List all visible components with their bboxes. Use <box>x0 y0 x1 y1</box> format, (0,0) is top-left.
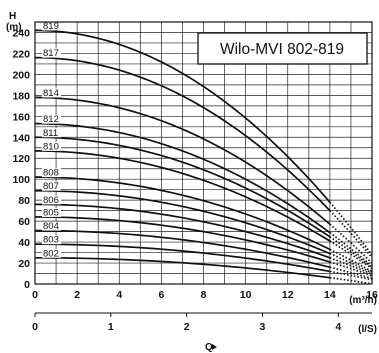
pump-curve-extension <box>329 248 373 273</box>
curve-label-background <box>42 141 61 151</box>
pump-curve-extension <box>329 240 373 270</box>
y-tick-label: 40 <box>18 237 30 249</box>
curve-label-background <box>42 181 61 191</box>
curve-label-805: 805 <box>43 207 59 218</box>
curve-label-812: 812 <box>43 114 59 125</box>
pump-curve-extension <box>329 236 373 268</box>
x-axis-label: Q <box>205 342 213 353</box>
y-tick-label: 120 <box>12 153 30 165</box>
x-tick-label: 12 <box>282 289 294 301</box>
pump-curve <box>34 122 331 234</box>
y-tick-label: 0 <box>24 279 30 291</box>
curve-label-background <box>42 168 61 178</box>
y-tick-label: 200 <box>12 69 30 81</box>
pump-curve <box>34 56 331 212</box>
secondary-x-tick-label: 2 <box>184 321 190 333</box>
y-tick-label: 100 <box>12 174 30 186</box>
x-tick-label: 2 <box>74 289 80 301</box>
curve-label-background <box>42 21 61 31</box>
pump-curve-extension <box>329 270 373 281</box>
curve-label-806: 806 <box>43 195 59 206</box>
curve-label-810: 810 <box>43 141 59 152</box>
pump-curve <box>34 136 331 238</box>
pump-curve <box>34 96 331 225</box>
curve-label-background <box>42 48 61 58</box>
curve-label-817: 817 <box>43 48 59 59</box>
y-tick-label: 240 <box>12 27 30 39</box>
curve-label-background <box>42 128 61 138</box>
pump-curve <box>34 256 330 279</box>
x-tick-label: 0 <box>32 289 38 301</box>
y-tick-label: 80 <box>18 195 30 207</box>
pump-curve <box>34 203 331 259</box>
x-tick-label: 16 <box>366 289 378 301</box>
chart-title: Wilo-MVI 802-819 <box>220 41 344 58</box>
curve-label-808: 808 <box>43 168 59 179</box>
curve-label-background <box>42 88 61 98</box>
curve-label-background <box>42 235 61 245</box>
curve-label-819: 819 <box>43 21 59 32</box>
curve-label-background <box>42 248 61 258</box>
y-axis-label: H <box>9 11 16 22</box>
pump-curve-extension <box>329 223 373 264</box>
y-tick-label: 220 <box>12 48 30 60</box>
secondary-x-tick-label: 3 <box>260 321 266 333</box>
curve-label-802: 802 <box>43 248 59 259</box>
secondary-x-tick-label: 1 <box>108 321 114 333</box>
pump-curve-extension <box>329 276 373 285</box>
x-axis-unit: (m³/h) <box>349 295 377 306</box>
curve-label-807: 807 <box>43 181 59 192</box>
x-axis-secondary-unit: (l/S) <box>358 324 377 335</box>
plot-frame <box>34 21 373 285</box>
curve-label-background <box>42 207 61 217</box>
pump-curve <box>34 29 331 203</box>
x-tick-label: 8 <box>201 289 207 301</box>
curves <box>34 29 373 285</box>
curve-label-814: 814 <box>43 88 59 99</box>
curve-label-background <box>42 114 61 124</box>
title-box <box>197 32 368 65</box>
pump-curve-extension <box>329 201 373 256</box>
x-tick-label: 10 <box>240 289 252 301</box>
curve-label-804: 804 <box>43 221 59 232</box>
pump-curve <box>34 189 331 255</box>
curve-label-background <box>42 195 61 205</box>
y-tick-label: 160 <box>12 111 30 123</box>
pump-curve <box>34 216 331 263</box>
x-tick-label: 4 <box>116 289 122 301</box>
secondary-x-tick-label: 0 <box>32 321 38 333</box>
pump-curve <box>34 176 331 251</box>
curve-label-background <box>42 221 61 231</box>
x-tick-label: 6 <box>158 289 164 301</box>
pump-curve <box>34 229 331 269</box>
y-tick-label: 20 <box>18 258 30 270</box>
pump-curve-extension <box>329 266 373 280</box>
curve-label-803: 803 <box>43 235 59 246</box>
pump-curve-extension <box>329 252 373 274</box>
pump-curve-extension <box>329 257 373 275</box>
x-tick-label: 14 <box>324 289 336 301</box>
y-tick-label: 180 <box>12 90 30 102</box>
curve-label-811: 811 <box>43 128 58 139</box>
y-tick-label: 140 <box>12 132 30 144</box>
y-axis-unit: (m) <box>6 22 22 33</box>
pump-curve <box>34 150 331 242</box>
pump-curve-extension <box>329 261 373 277</box>
pump-curve <box>35 243 331 273</box>
x-axis-arrow-icon <box>212 344 217 350</box>
y-tick-label: 60 <box>18 216 30 228</box>
secondary-x-tick-label: 4 <box>335 321 341 333</box>
